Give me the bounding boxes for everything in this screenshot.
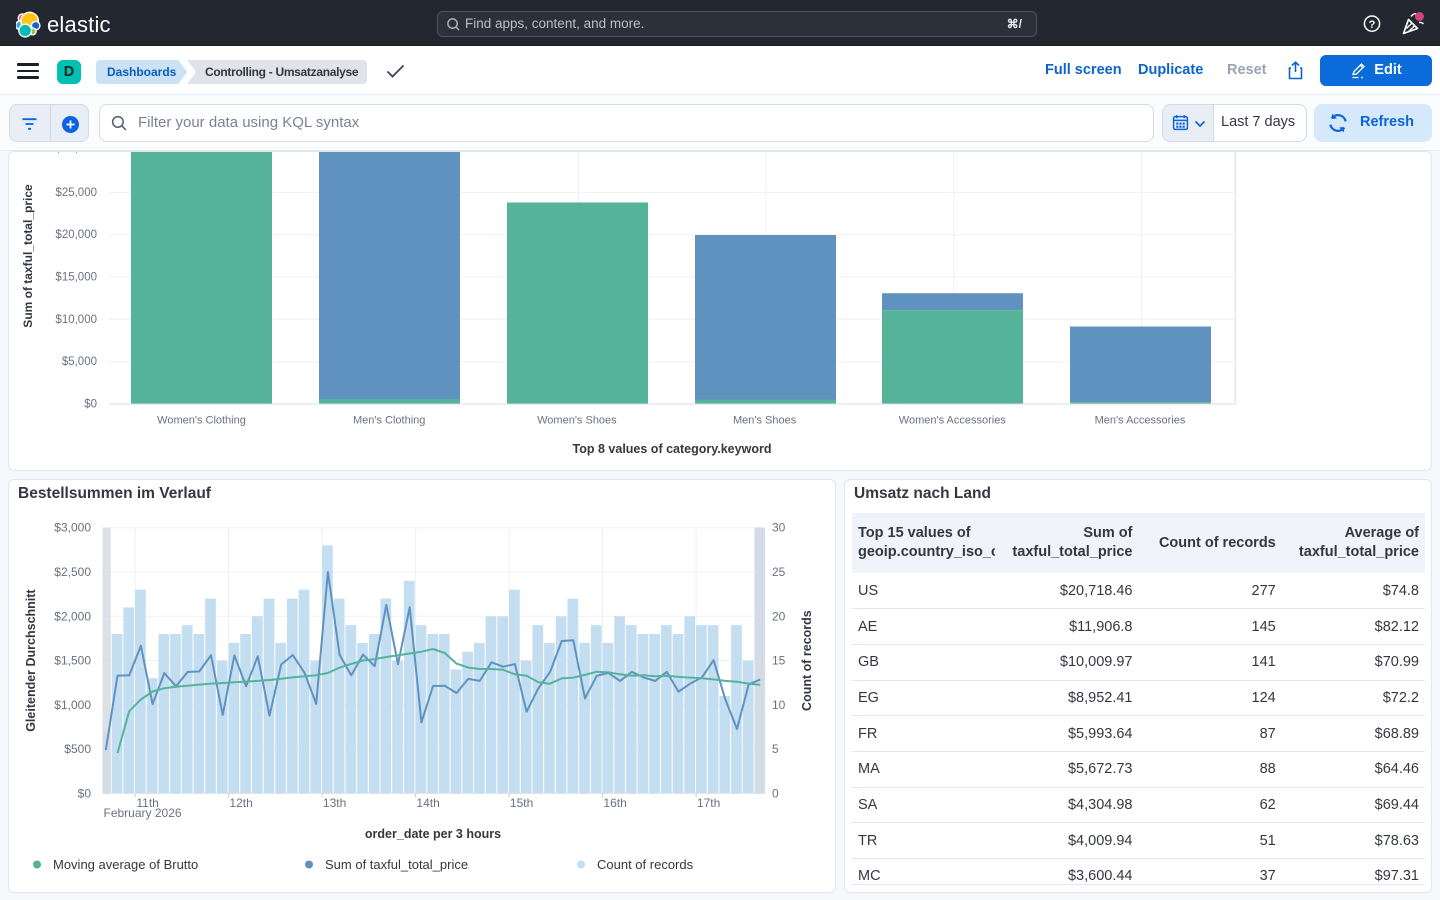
svg-text:0: 0	[772, 786, 779, 800]
svg-text:$5,000: $5,000	[62, 356, 97, 368]
svg-text:20: 20	[772, 609, 786, 623]
svg-text:Moving average of Brutto: Moving average of Brutto	[53, 857, 198, 872]
svg-text:11th: 11th	[136, 796, 158, 810]
svg-text:Women's Accessories: Women's Accessories	[899, 415, 1007, 427]
svg-text:?: ?	[1369, 19, 1376, 31]
svg-text:Women's Clothing: Women's Clothing	[157, 415, 246, 427]
svg-text:15th: 15th	[510, 796, 533, 810]
svg-text:Sum of taxful_total_price: Sum of taxful_total_price	[325, 857, 468, 872]
svg-text:$500: $500	[64, 742, 91, 756]
svg-text:30: 30	[772, 521, 786, 535]
svg-text:$3,000: $3,000	[54, 521, 91, 535]
svg-text:order_date per 3 hours: order_date per 3 hours	[365, 827, 501, 841]
svg-text:$0: $0	[78, 786, 92, 800]
svg-text:Count of records: Count of records	[800, 610, 814, 711]
svg-text:$2,000: $2,000	[54, 609, 91, 623]
svg-text:Count of records: Count of records	[597, 857, 694, 872]
svg-text:13th: 13th	[323, 796, 346, 810]
svg-text:$1,000: $1,000	[54, 698, 91, 712]
svg-text:Men's Accessories: Men's Accessories	[1095, 415, 1186, 427]
svg-text:$0: $0	[84, 399, 97, 411]
svg-text:Sum of taxful_total_price: Sum of taxful_total_price	[21, 184, 35, 328]
svg-text:Top 8 values of category.keywo: Top 8 values of category.keyword	[573, 442, 772, 456]
svg-text:Men's Clothing: Men's Clothing	[353, 415, 425, 427]
svg-text:$30,000: $30,000	[55, 152, 97, 155]
svg-text:February 2026: February 2026	[104, 806, 182, 820]
svg-text:5: 5	[772, 742, 779, 756]
svg-text:Women's Shoes: Women's Shoes	[537, 415, 617, 427]
svg-text:$25,000: $25,000	[55, 187, 97, 199]
svg-text:10: 10	[772, 698, 786, 712]
svg-text:16th: 16th	[603, 796, 626, 810]
svg-text:25: 25	[772, 565, 786, 579]
svg-text:Men's Shoes: Men's Shoes	[733, 415, 797, 427]
svg-text:$10,000: $10,000	[55, 314, 97, 326]
svg-text:$2,500: $2,500	[54, 565, 91, 579]
svg-text:Gleitender Durchschnitt: Gleitender Durchschnitt	[24, 589, 38, 732]
svg-text:$20,000: $20,000	[55, 229, 97, 241]
svg-text:14th: 14th	[416, 796, 439, 810]
svg-text:12th: 12th	[229, 796, 252, 810]
svg-text:17th: 17th	[697, 796, 720, 810]
svg-text:$15,000: $15,000	[55, 272, 97, 284]
svg-text:$1,500: $1,500	[54, 654, 91, 668]
svg-text:15: 15	[772, 654, 786, 668]
